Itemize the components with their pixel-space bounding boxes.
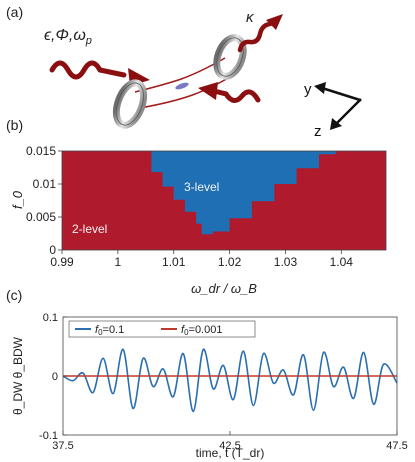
x-axis-ticks: 0.99 1 1.01 1.02 1.03 1.04 xyxy=(50,250,353,269)
x-tick-label: 0.99 xyxy=(50,255,74,269)
axis-z-label: z xyxy=(314,123,322,140)
series-line-f0-0.1 xyxy=(62,348,398,413)
x-tick-label: 1.02 xyxy=(218,255,242,269)
y-tick-label: 0 xyxy=(52,371,58,383)
x-tick-label: 42.5 xyxy=(219,440,240,452)
left-mirror xyxy=(112,79,148,129)
coordinate-axes: y z xyxy=(304,81,362,140)
three-level-region xyxy=(140,151,336,235)
legend: f0=0.1 f0=0.001 xyxy=(68,320,256,338)
x-axis-ticks: 37.5 42.5 47.5 xyxy=(52,431,408,452)
right-mirror xyxy=(213,34,247,80)
x-axis-label: ω_dr / ω_B xyxy=(191,281,257,296)
y-tick-label: 0.01 xyxy=(33,177,57,191)
x-tick-label: 1.04 xyxy=(330,255,354,269)
legend-entry-f0-0.001: f0=0.001 xyxy=(181,324,222,337)
y-axis-ticks: 0 0.005 0.01 0.015 xyxy=(26,144,62,257)
kappa-label: κ xyxy=(246,9,255,26)
panel-b-label: (b) xyxy=(6,117,24,133)
x-axis-label: time, t (T_dr) xyxy=(196,446,265,460)
y-tick-label: 0.005 xyxy=(26,210,56,224)
panel-a-label: (a) xyxy=(6,4,24,20)
x-tick-label: 37.5 xyxy=(52,440,73,452)
axis-y-label: y xyxy=(304,81,312,98)
region-label-3-level: 3-level xyxy=(184,180,219,194)
x-tick-label: 1.01 xyxy=(162,255,186,269)
outgoing-beam-wave xyxy=(207,87,261,103)
incoming-beam-wave xyxy=(49,60,127,80)
y-tick-label: -0.1 xyxy=(39,430,58,442)
series-lines xyxy=(62,348,398,413)
y-axis-label: θ_DW θ_BDW xyxy=(11,336,25,415)
outgoing-beam-arrowhead xyxy=(198,82,218,100)
cavity-illustration: ϵ,Φ,ωp κ y xyxy=(44,9,362,140)
y-tick-label: 0.015 xyxy=(26,144,56,158)
x-tick-label: 47.5 xyxy=(386,440,407,452)
panel-c-label: (c) xyxy=(6,287,23,303)
plot-frame xyxy=(61,150,387,251)
y-axis-ticks: 0.1 0 -0.1 xyxy=(39,312,67,442)
y-tick-label: 0 xyxy=(49,243,56,257)
drive-params-text: ϵ,Φ,ωp xyxy=(44,27,92,47)
y-tick-label: 0.1 xyxy=(43,312,58,324)
y-axis-label: f_0 xyxy=(10,190,25,209)
atom-ellipse xyxy=(175,82,189,90)
x-tick-label: 1.03 xyxy=(274,255,298,269)
region-label-2-level: 2-level xyxy=(72,222,107,236)
legend-entry-f0-0.1: f0=0.1 xyxy=(95,324,124,337)
time-series-chart: 37.5 42.5 47.5 0.1 0 -0.1 f0=0.1 f0=0.001 ti… xyxy=(11,312,408,460)
kappa-wave xyxy=(237,21,273,53)
kappa-arrowhead xyxy=(266,14,283,30)
phase-diagram-chart: 2-level 3-level 0.99 1 1.01 1.02 1.03 1.04 00… xyxy=(10,144,387,296)
x-tick-label: 1 xyxy=(115,255,122,269)
